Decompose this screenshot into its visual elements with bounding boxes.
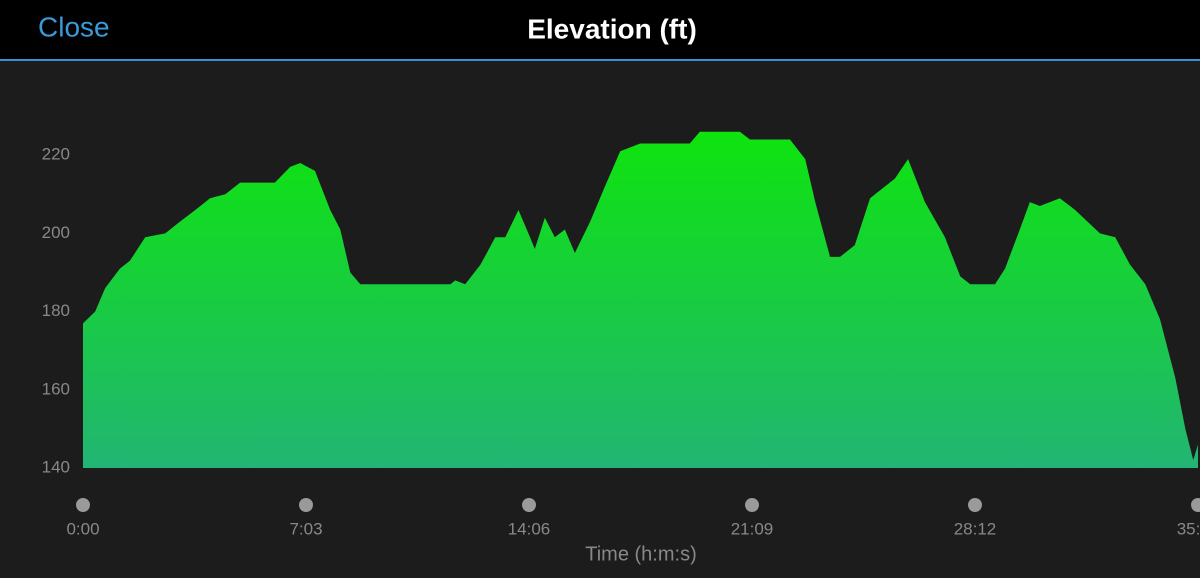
y-tick-label: 220 (42, 145, 70, 164)
x-tick-dot (299, 498, 313, 512)
x-tick-dot (968, 498, 982, 512)
close-button[interactable]: Close (38, 11, 110, 42)
y-tick-label: 160 (42, 379, 70, 398)
x-tick-label: 0:00 (66, 519, 99, 538)
x-tick-label: 21:09 (731, 519, 774, 538)
chart-title: Elevation (ft) (527, 13, 697, 44)
x-tick-label: 7:03 (289, 519, 322, 538)
x-tick-dot (76, 498, 90, 512)
header-bar (0, 0, 1200, 60)
x-tick-dot (522, 498, 536, 512)
y-tick-label: 140 (42, 457, 70, 476)
x-tick-label: 35:15 (1177, 519, 1200, 538)
y-tick-label: 180 (42, 301, 70, 320)
x-tick-dot (1191, 498, 1200, 512)
x-axis-title: Time (h:m:s) (585, 543, 696, 565)
x-tick-dot (745, 498, 759, 512)
elevation-area (83, 131, 1198, 469)
x-tick-label: 14:06 (508, 519, 551, 538)
y-tick-label: 200 (42, 223, 70, 242)
x-tick-label: 28:12 (954, 519, 997, 538)
